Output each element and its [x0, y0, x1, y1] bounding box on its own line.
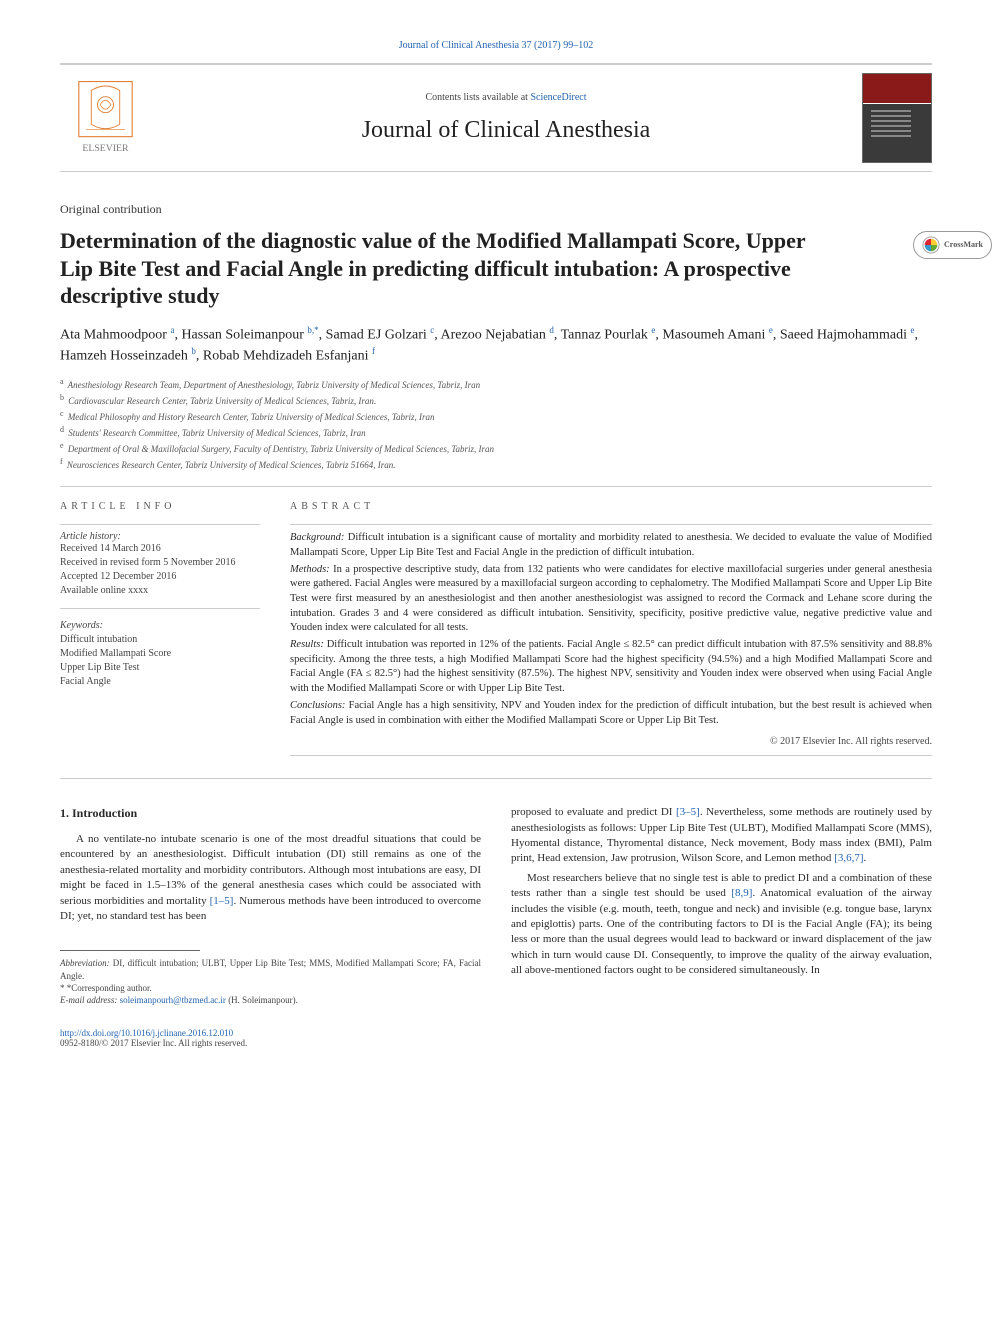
footnote-divider	[60, 950, 200, 951]
sciencedirect-link[interactable]: ScienceDirect	[530, 92, 586, 103]
issn-copyright: 0952-8180/© 2017 Elsevier Inc. All right…	[60, 1038, 932, 1048]
ref-link[interactable]: [1–5]	[210, 895, 234, 907]
article-history-line: Accepted 12 December 2016	[60, 570, 260, 584]
footer: http://dx.doi.org/10.1016/j.jclinane.201…	[60, 1028, 932, 1048]
header-bar: ELSEVIER Contents lists available at Sci…	[60, 63, 932, 172]
article-history-line: Available online xxxx	[60, 584, 260, 598]
keywords-label: Keywords:	[60, 619, 260, 633]
divider	[60, 778, 932, 779]
abstract: Background: Difficult intubation is a si…	[290, 531, 932, 728]
article-title: Determination of the diagnostic value of…	[60, 227, 932, 310]
article-history-line: Received 14 March 2016	[60, 542, 260, 556]
article-history-line: Received in revised form 5 November 2016	[60, 556, 260, 570]
divider	[60, 608, 260, 609]
abstract-head: ABSTRACT	[290, 501, 932, 512]
intro-para-3: Most researchers believe that no single …	[511, 871, 932, 979]
doi-link[interactable]: http://dx.doi.org/10.1016/j.jclinane.201…	[60, 1028, 932, 1038]
ref-link[interactable]: [3,6,7]	[834, 852, 863, 864]
keyword: Upper Lip Bite Test	[60, 661, 260, 675]
affiliations: a Anesthesiology Research Team, Departme…	[60, 376, 932, 472]
keyword: Facial Angle	[60, 675, 260, 689]
article-type: Original contribution	[60, 202, 932, 217]
ref-link[interactable]: [8,9]	[731, 887, 752, 899]
keyword: Difficult intubation	[60, 633, 260, 647]
journal-citation[interactable]: Journal of Clinical Anesthesia 37 (2017)…	[60, 40, 932, 51]
article-history-label: Article history:	[60, 531, 260, 542]
ref-link[interactable]: [3–5]	[676, 806, 700, 818]
intro-para-1: A no ventilate-no intubate scenario is o…	[60, 832, 481, 924]
svg-text:ELSEVIER: ELSEVIER	[82, 143, 129, 154]
contents-available: Contents lists available at ScienceDirec…	[150, 92, 862, 103]
journal-name: Journal of Clinical Anesthesia	[150, 117, 862, 144]
divider	[60, 486, 932, 487]
footnotes: Abbreviation: DI, difficult intubation; …	[60, 957, 481, 1006]
intro-para-2: proposed to evaluate and predict DI [3–5…	[511, 805, 932, 867]
introduction-head: 1. Introduction	[60, 805, 481, 822]
crossmark-badge[interactable]: CrossMark	[913, 231, 992, 259]
divider	[60, 524, 260, 525]
copyright: © 2017 Elsevier Inc. All rights reserved…	[290, 736, 932, 747]
divider	[290, 524, 932, 525]
keyword: Modified Mallampati Score	[60, 647, 260, 661]
divider	[290, 755, 932, 756]
email-link[interactable]: soleimanpourh@tbzmed.ac.ir	[120, 995, 226, 1005]
journal-cover-thumbnail	[862, 73, 932, 163]
elsevier-logo: ELSEVIER	[60, 78, 150, 158]
authors-list: Ata Mahmoodpoor a, Hassan Soleimanpour b…	[60, 324, 932, 367]
article-info-head: ARTICLE INFO	[60, 501, 260, 512]
